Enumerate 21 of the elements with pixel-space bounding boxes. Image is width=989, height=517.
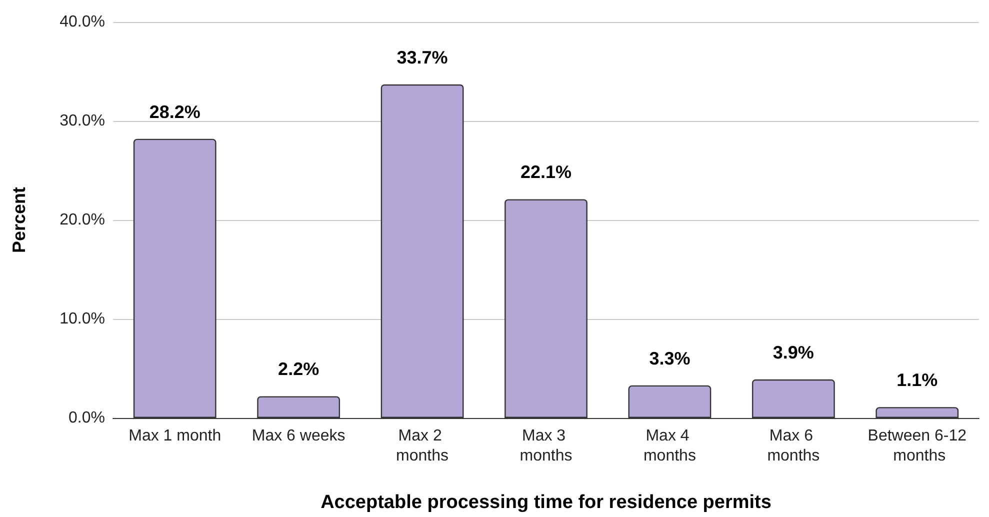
y-tick-label: 20.0% (60, 212, 105, 228)
x-tick-label: Max 6 weeks (252, 428, 346, 444)
x-tick-label: Max 3 months (520, 428, 572, 464)
data-label: 1.1% (896, 370, 938, 390)
data-label: 2.2% (278, 359, 320, 380)
data-label: 3.9% (772, 342, 814, 362)
x-tick-label: Max 6 months (767, 428, 820, 464)
x-tick-label: Max 4 months (643, 428, 696, 464)
x-tick-label: Max 1 month (128, 428, 222, 444)
x-tick-label: Max 2 months (396, 428, 449, 464)
y-tick-label: 30.0% (60, 112, 105, 130)
y-tick-label: 0.0% (68, 410, 105, 426)
y-tick-label: 10.0% (60, 310, 105, 328)
data-label: 28.2% (149, 102, 200, 122)
y-axis-title: Percent (9, 186, 29, 254)
data-label: 3.3% (649, 348, 690, 368)
x-axis-title: Acceptable processing time for residence permits (320, 492, 772, 513)
data-label: 33.7% (396, 47, 448, 68)
y-tick-label: 40.0% (60, 14, 105, 30)
x-tick-label: Between 6-12 months (868, 428, 967, 464)
data-label: 22.1% (520, 162, 572, 182)
